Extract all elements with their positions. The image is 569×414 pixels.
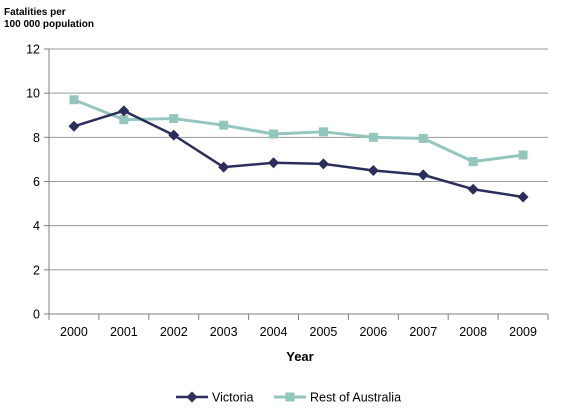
x-axis-ticks: 2000 2001 2002 2003 2004 2005 2006 2007 2008 2009 [48,314,549,339]
y-axis-ticks: 0 2 4 6 8 10 12 [26,43,49,322]
data-point-victoria [317,158,329,170]
y-tick-label: 12 [26,43,40,57]
data-point-victoria [517,191,529,203]
y-tick-label: 0 [33,308,40,322]
series-victoria [68,105,529,203]
series-layer [68,95,529,203]
y-tick-label: 6 [33,175,40,189]
series-rest-of-australia [69,95,528,167]
data-point-victoria [367,164,379,176]
gridlines [49,48,548,271]
x-tick-label: 2009 [509,325,537,339]
legend-swatch-marker [285,392,295,402]
x-tick-label: 2004 [260,325,288,339]
data-point-victoria [68,120,80,132]
legend-item-victoria: Victoria [176,391,254,405]
x-tick-label: 2008 [459,325,487,339]
data-point-rest-of-australia [368,132,378,142]
data-point-rest-of-australia [318,127,328,137]
data-point-victoria [268,157,280,169]
x-tick-label: 2001 [110,325,138,339]
data-point-rest-of-australia [119,115,129,125]
x-tick-label: 2002 [160,325,188,339]
x-tick-label: 2000 [60,325,88,339]
y-tick-label: 10 [26,87,40,101]
y-axis-title-line-1: Fatalities per [4,7,66,18]
data-point-rest-of-australia [269,129,279,139]
y-axis-title-line-2: 100 000 population [4,19,95,30]
legend-label: Rest of Australia [310,391,401,405]
data-point-rest-of-australia [468,157,478,167]
x-tick-label: 2003 [210,325,238,339]
data-point-rest-of-australia [69,95,79,105]
legend: Victoria Rest of Australia [176,391,401,405]
y-tick-label: 4 [33,219,40,233]
y-tick-label: 8 [33,131,40,145]
legend-item-rest-of-australia: Rest of Australia [274,391,401,405]
data-point-victoria [118,105,130,117]
series-line-rest-of-australia [73,98,524,164]
data-point-rest-of-australia [518,150,528,160]
y-axis-title: Fatalities per 100 000 population [4,7,94,31]
legend-label: Victoria [212,391,254,405]
legend-swatch-marker [186,391,198,403]
data-point-victoria [168,129,180,141]
x-axis-title: Year [286,349,313,364]
data-point-victoria [417,169,429,181]
data-point-rest-of-australia [169,114,179,124]
data-point-victoria [467,183,479,195]
x-tick-label: 2007 [409,325,437,339]
y-tick-label: 2 [33,263,40,277]
data-point-rest-of-australia [418,133,428,143]
x-tick-label: 2006 [359,325,387,339]
data-point-rest-of-australia [219,120,229,130]
x-tick-label: 2005 [310,325,338,339]
series-line-victoria [73,109,524,199]
data-point-victoria [218,161,230,173]
